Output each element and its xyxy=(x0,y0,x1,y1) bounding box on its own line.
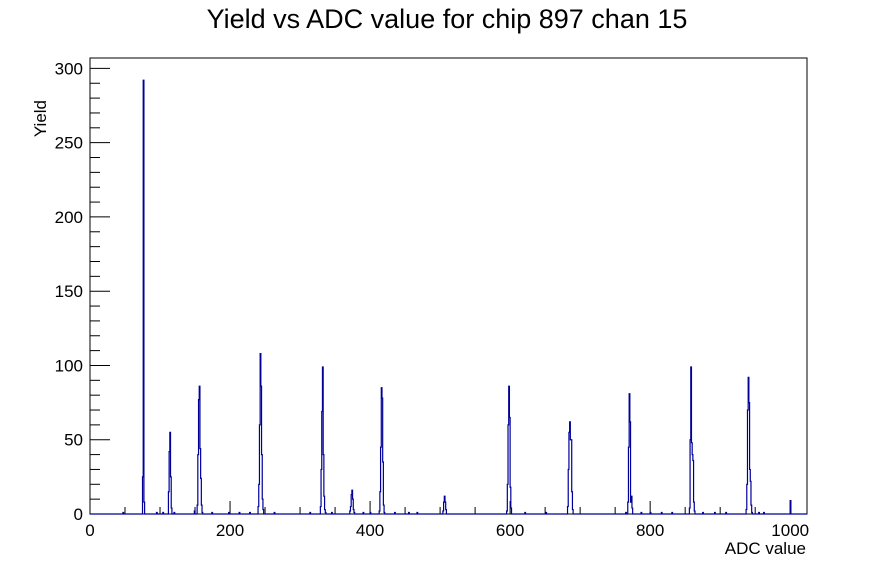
x-axis-title: ADC value xyxy=(725,539,806,558)
y-tick-label: 100 xyxy=(55,356,83,375)
histogram-series-line xyxy=(90,79,807,515)
y-tick-label: 200 xyxy=(55,208,83,227)
y-axis: 0 50 100 150 200 250 300 xyxy=(55,59,110,524)
x-tick-label: 400 xyxy=(356,521,384,540)
x-tick-label: 600 xyxy=(496,521,524,540)
x-axis: 0 200 400 600 800 1000 xyxy=(85,501,809,540)
chart-title: Yield vs ADC value for chip 897 chan 15 xyxy=(207,4,688,34)
y-tick-label: 250 xyxy=(55,134,83,153)
y-axis-title: Yield xyxy=(31,100,50,137)
x-tick-label: 0 xyxy=(85,521,94,540)
y-tick-label: 150 xyxy=(55,282,83,301)
plot-frame xyxy=(89,57,808,515)
y-tick-label: 50 xyxy=(64,431,83,450)
y-tick-label: 300 xyxy=(55,59,83,78)
x-tick-label: 1000 xyxy=(771,521,809,540)
x-tick-label: 800 xyxy=(636,521,664,540)
x-tick-label: 200 xyxy=(216,521,244,540)
y-tick-label: 0 xyxy=(74,505,83,524)
